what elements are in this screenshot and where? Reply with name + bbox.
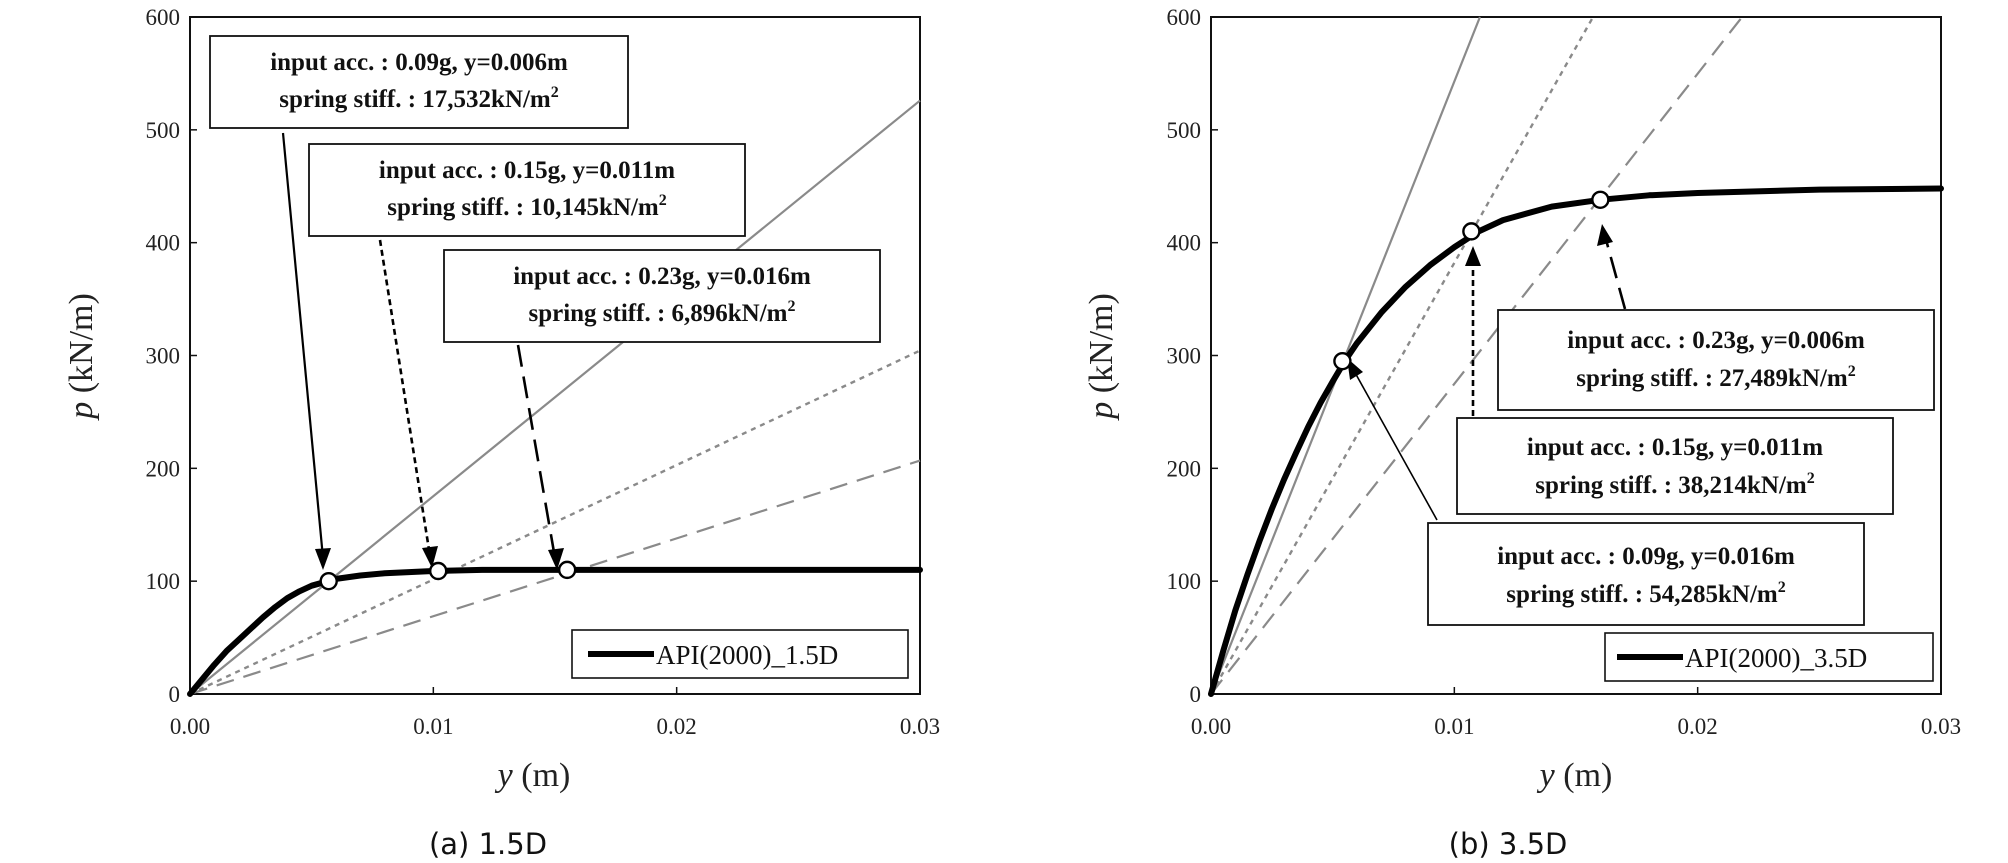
chart-a-annotation-2-line1: input acc. : 0.15g, y=0.011m — [379, 157, 675, 184]
chart-a: 0 100 200 300 400 500 600 0.00 0.01 0.02 0.03 inp… — [63, 5, 940, 861]
chart-a-annotation-2-line2: spring stiff. : 10,145kN/m2 — [387, 192, 667, 221]
chart-a-series-curve — [187, 566, 923, 697]
chart-a-arrowhead-2 — [422, 546, 438, 568]
chart-b-annotation-1-box — [1497, 309, 1935, 411]
chart-b-point-1 — [1333, 351, 1352, 371]
chart-b-annotation-3-line1: input acc. : 0.09g, y=0.016m — [1497, 543, 1795, 570]
chart-a-arrows — [281, 132, 564, 570]
chart-b-secant-3 — [1210, 16, 1743, 695]
chart-b-legend-label: API(2000)_3.5D — [1685, 643, 1867, 673]
chart-a-annotation-3-box — [443, 249, 881, 343]
chart-a-y-tick-label: 600 — [146, 5, 181, 30]
chart-b-annotation-1: input acc. : 0.23g, y=0.006m spring stif… — [1497, 309, 1935, 411]
chart-a-secant-1 — [189, 99, 921, 695]
chart-b-arrow-1 — [1603, 235, 1627, 310]
chart-b-y-tick-label: 300 — [1167, 344, 1202, 369]
chart-b-y-tick-label: 200 — [1167, 456, 1202, 481]
chart-b-legend: API(2000)_3.5D — [1604, 632, 1934, 682]
chart-a-point-3 — [557, 560, 577, 580]
chart-a-legend: API(2000)_1.5D — [571, 629, 909, 679]
chart-a-y-ticks: 0 100 200 300 400 500 600 — [146, 5, 197, 707]
chart-a-arrowhead-1 — [315, 548, 331, 570]
chart-b-x-tick-label: 0.02 — [1678, 714, 1718, 739]
chart-b-y-tick-label: 0 — [1190, 682, 1202, 707]
chart-a-annotation-2-box — [308, 143, 746, 237]
chart-a-secant-3 — [189, 459, 921, 696]
chart-a-annotation-1-box — [209, 35, 629, 129]
chart-a-x-axis-label: y (m) — [495, 757, 571, 794]
chart-b-annotation-3: input acc. : 0.09g, y=0.016m spring stif… — [1427, 522, 1865, 626]
chart-a-x-tick-label: 0.03 — [900, 714, 940, 739]
chart-b-annotation-3-line2: spring stiff. : 54,285kN/m2 — [1506, 579, 1786, 608]
chart-a-arrowhead-3 — [548, 548, 564, 570]
chart-b-y-axis-label: p (kN/m) — [1083, 293, 1120, 421]
chart-a-annotation-1-line2: spring stiff. : 17,532kN/m2 — [279, 84, 559, 113]
chart-b-y-ticks: 0 100 200 300 400 500 600 — [1167, 5, 1218, 707]
chart-b-arrowhead-2 — [1465, 246, 1481, 266]
chart-a-x-ticks: 0.00 0.01 0.02 0.03 — [170, 687, 940, 739]
chart-b-y-tick-label: 400 — [1167, 231, 1202, 256]
chart-a-point-1 — [319, 571, 338, 591]
chart-a-y-tick-label: 500 — [146, 118, 181, 143]
chart-b-annotation-2-line1: input acc. : 0.15g, y=0.011m — [1527, 434, 1823, 461]
chart-a-annotation-3: input acc. : 0.23g, y=0.016m spring stif… — [443, 249, 881, 343]
chart-a-points — [319, 560, 577, 591]
chart-b-x-tick-label: 0.00 — [1191, 714, 1231, 739]
chart-a-secant-2 — [189, 349, 921, 696]
chart-a-x-tick-label: 0.01 — [413, 714, 453, 739]
chart-a-point-2 — [429, 561, 448, 581]
chart-b-annotation-1-line2: spring stiff. : 27,489kN/m2 — [1576, 363, 1856, 392]
chart-b-y-tick-label: 500 — [1167, 118, 1202, 143]
chart-a-annotation-3-line2: spring stiff. : 6,896kN/m2 — [528, 298, 795, 327]
chart-b-arrowhead-1 — [1597, 224, 1613, 246]
chart-b-caption: (b) 3.5D — [1449, 827, 1568, 861]
chart-b-point-2 — [1462, 222, 1481, 241]
chart-b-x-ticks: 0.00 0.01 0.02 0.03 — [1191, 687, 1961, 739]
chart-a-arrow-1 — [281, 132, 325, 559]
chart-b-point-3 — [1591, 190, 1610, 209]
chart-a-annotation-1: input acc. : 0.09g, y=0.006m spring stif… — [209, 35, 629, 129]
chart-a-y-tick-label: 100 — [146, 569, 181, 594]
chart-a-y-tick-label: 300 — [146, 344, 181, 369]
chart-b-x-tick-label: 0.01 — [1434, 714, 1474, 739]
chart-b-y-tick-label: 100 — [1167, 569, 1202, 594]
chart-a-caption: (a) 1.5D — [429, 827, 547, 861]
chart-b-annotation-2-line2: spring stiff. : 38,214kN/m2 — [1535, 470, 1815, 499]
chart-a-secant-lines — [189, 99, 921, 696]
chart-a-x-tick-label: 0.02 — [657, 714, 697, 739]
chart-a-x-tick-label: 0.00 — [170, 714, 210, 739]
chart-b: 0 100 200 300 400 500 600 0.00 0.01 0.02 0.03 inp… — [1083, 5, 1961, 861]
chart-a-y-axis-label: p (kN/m) — [63, 293, 100, 421]
chart-a-y-tick-label: 400 — [146, 231, 181, 256]
chart-b-points — [1333, 190, 1610, 371]
chart-a-arrow-2 — [378, 239, 432, 557]
chart-b-annotation-3-box — [1427, 522, 1865, 626]
chart-b-arrow-3 — [1352, 368, 1438, 521]
chart-a-annotation-1-line1: input acc. : 0.09g, y=0.006m — [270, 49, 568, 76]
chart-a-y-tick-label: 200 — [146, 456, 181, 481]
chart-a-arrow-3 — [516, 344, 557, 559]
chart-b-annotation-1-line1: input acc. : 0.23g, y=0.006m — [1567, 327, 1865, 354]
chart-b-x-tick-label: 0.03 — [1921, 714, 1961, 739]
chart-b-x-axis-label: y (m) — [1537, 757, 1613, 794]
chart-b-annotation-2: input acc. : 0.15g, y=0.011m spring stif… — [1456, 417, 1894, 515]
chart-b-y-tick-label: 600 — [1167, 5, 1202, 30]
chart-a-annotation-3-line1: input acc. : 0.23g, y=0.016m — [513, 263, 811, 290]
chart-a-annotation-2: input acc. : 0.15g, y=0.011m spring stif… — [308, 143, 746, 237]
chart-a-legend-label: API(2000)_1.5D — [656, 640, 838, 670]
chart-b-annotation-2-box — [1456, 417, 1894, 515]
chart-a-y-tick-label: 0 — [169, 682, 181, 707]
